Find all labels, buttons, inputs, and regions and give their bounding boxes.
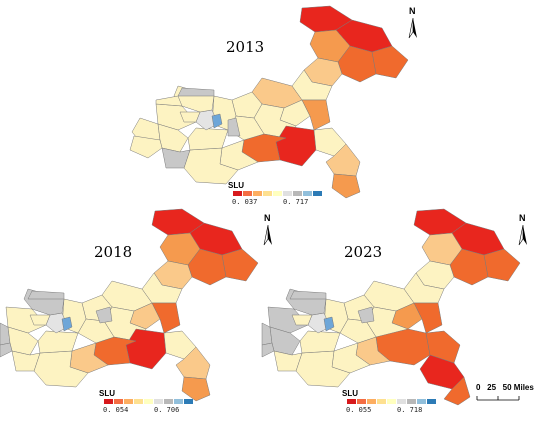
district-tongnan	[177, 87, 215, 97]
north-label-2018: N	[264, 213, 271, 223]
district-wushan	[371, 45, 409, 79]
year-label-2013: 2013	[226, 38, 265, 56]
north-arrow-2013	[408, 17, 417, 39]
legend-title-2023: SLU	[342, 389, 358, 398]
region-map-2013	[129, 5, 409, 199]
district-rongchang	[129, 135, 163, 159]
north-label-2013: N	[409, 6, 416, 16]
legend-title-2013: SLU	[228, 181, 244, 190]
district-bishan	[179, 111, 201, 123]
map-panel-2023: 2023	[258, 205, 550, 421]
district-qianjiang-west	[155, 95, 183, 107]
legend-max-2013: 0. 717	[283, 198, 309, 206]
district-xiushan	[331, 173, 361, 199]
legend-colorbar-2013	[233, 191, 323, 196]
scale-bar	[476, 396, 520, 401]
legend-min-2018: 0. 054	[103, 406, 129, 414]
region-map-2023	[261, 208, 521, 406]
district-jiangjin	[161, 147, 191, 169]
legend-max-2018: 0. 706	[154, 406, 180, 414]
scale-bar-label: 0 25 50 Miles	[476, 383, 534, 392]
north-arrow-2023	[518, 224, 527, 246]
legend-min-2013: 0. 037	[232, 198, 258, 206]
year-label-2018: 2018	[94, 243, 133, 261]
district-shizhu	[301, 99, 331, 131]
north-arrow-2018	[263, 224, 272, 246]
legend-min-2023: 0. 055	[346, 406, 372, 414]
legend-title-2018: SLU	[99, 389, 115, 398]
district-qijiang	[183, 147, 239, 185]
region-map-2018	[0, 208, 259, 402]
district-pengshui	[275, 125, 317, 167]
north-label-2023: N	[519, 213, 526, 223]
map-panel-2013: 2013	[0, 0, 550, 210]
legend-colorbar-2018	[104, 399, 194, 404]
map-panel-2018: 2018	[0, 205, 275, 421]
district-banan	[187, 127, 229, 151]
district-grey-east	[227, 117, 241, 137]
year-label-2023: 2023	[344, 243, 383, 261]
legend-colorbar-2023	[347, 399, 437, 404]
district-core-highlight	[211, 113, 223, 129]
legend-max-2023: 0. 718	[397, 406, 423, 414]
